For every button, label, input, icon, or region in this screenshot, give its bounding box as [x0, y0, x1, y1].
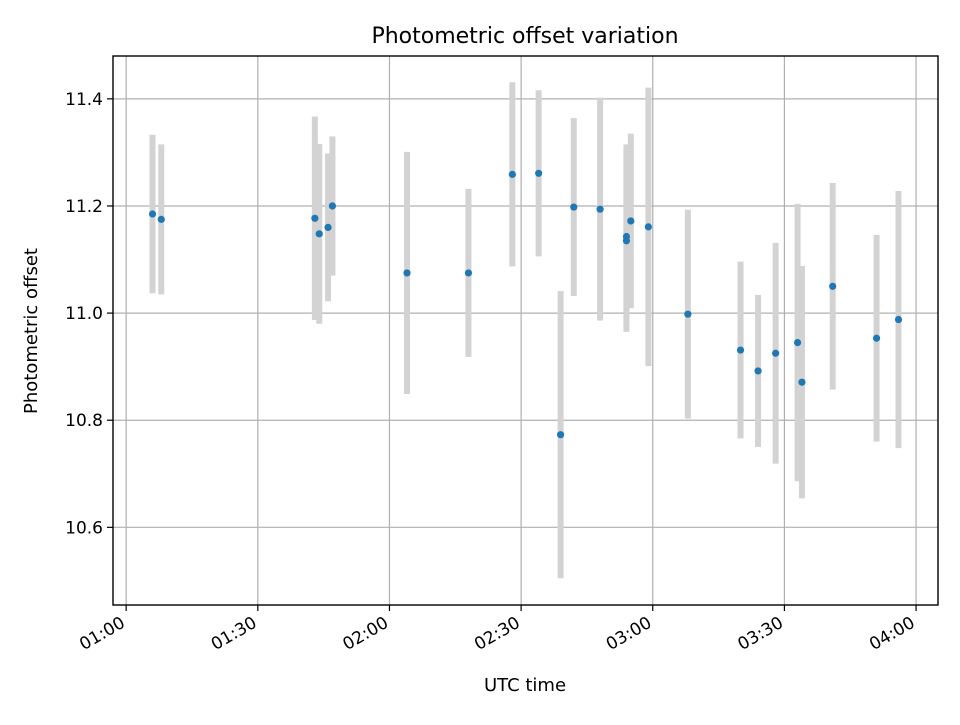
data-point — [157, 215, 165, 223]
data-point — [148, 210, 157, 218]
data-points — [148, 169, 903, 439]
data-point — [793, 338, 802, 347]
data-point — [535, 169, 543, 177]
data-point — [684, 310, 692, 318]
data-point — [508, 170, 516, 178]
data-point — [736, 346, 745, 354]
data-point — [464, 269, 473, 277]
y-tick-label: 10.6 — [65, 518, 103, 538]
x-axis-label: UTC time — [484, 675, 566, 696]
data-point — [644, 223, 652, 231]
data-point — [894, 315, 903, 324]
y-axis-label: Photometric offset — [21, 248, 42, 414]
chart-title: Photometric offset variation — [371, 24, 678, 49]
y-tick-label: 11.4 — [65, 90, 103, 110]
y-tick-label: 11.2 — [65, 197, 103, 217]
data-point — [829, 282, 837, 290]
data-point — [570, 203, 578, 211]
data-point — [328, 202, 337, 210]
data-point — [872, 334, 881, 342]
data-point — [315, 230, 323, 238]
data-point — [798, 378, 806, 386]
data-point — [403, 269, 411, 277]
y-tick-label: 10.8 — [65, 411, 103, 431]
data-point — [596, 205, 604, 213]
data-point — [772, 349, 780, 357]
data-point — [557, 431, 565, 439]
y-tick-label: 11.0 — [65, 304, 103, 324]
plot-frame — [112, 55, 939, 606]
data-point — [311, 214, 319, 222]
data-point — [627, 217, 635, 225]
data-point — [622, 232, 631, 241]
data-point — [754, 367, 762, 375]
data-point — [324, 223, 332, 231]
